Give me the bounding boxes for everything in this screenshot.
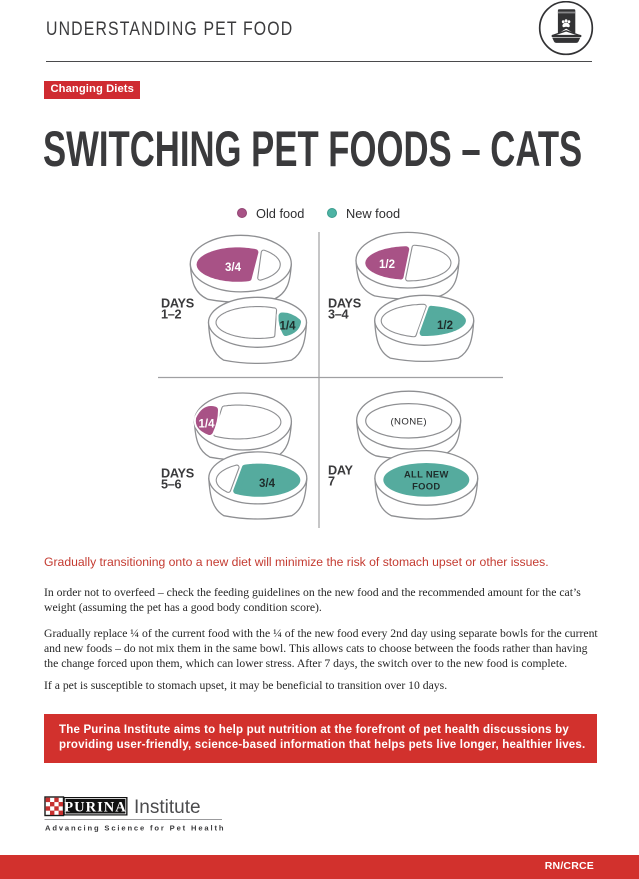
svg-text:3/4: 3/4	[259, 478, 276, 490]
svg-text:7: 7	[328, 475, 335, 489]
svg-text:DAYS: DAYS	[328, 297, 361, 311]
svg-text:3/4: 3/4	[225, 262, 242, 274]
svg-text:1/2: 1/2	[379, 259, 395, 271]
svg-text:1/4: 1/4	[199, 419, 216, 431]
svg-text:1/4: 1/4	[280, 321, 297, 333]
svg-text:FOOD: FOOD	[412, 480, 440, 491]
svg-text:5–6: 5–6	[161, 478, 182, 492]
svg-text:DAYS: DAYS	[161, 297, 194, 311]
svg-text:1–2: 1–2	[161, 308, 182, 322]
svg-text:ALL NEW: ALL NEW	[404, 468, 449, 479]
svg-text:1/2: 1/2	[437, 320, 453, 332]
svg-text:3–4: 3–4	[328, 308, 349, 322]
svg-text:DAYS: DAYS	[161, 467, 194, 481]
svg-text:(NONE): (NONE)	[390, 417, 427, 428]
svg-text:Advancing Science for Pet Heal: Advancing Science for Pet Health	[45, 824, 225, 833]
svg-text:DAY: DAY	[328, 464, 354, 478]
svg-text:PURINA: PURINA	[64, 800, 126, 816]
svg-text:Institute: Institute	[134, 797, 201, 818]
